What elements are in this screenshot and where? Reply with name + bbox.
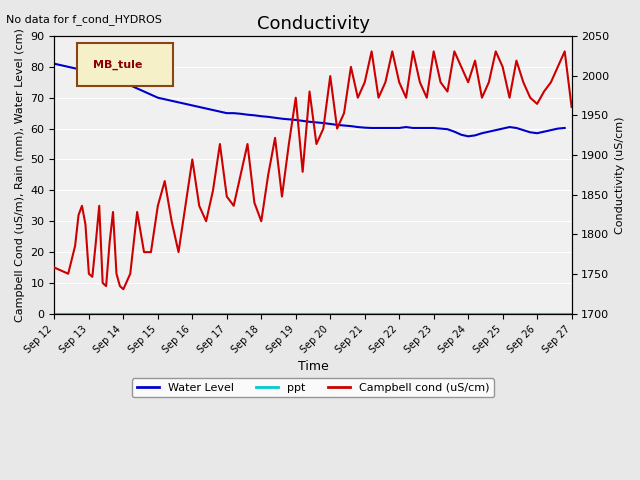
Title: Conductivity: Conductivity bbox=[257, 15, 369, 33]
Text: No data for f_cond_HYDROS: No data for f_cond_HYDROS bbox=[6, 14, 163, 25]
Text: MB_tule: MB_tule bbox=[93, 60, 142, 70]
Legend: Water Level, ppt, Campbell cond (uS/cm): Water Level, ppt, Campbell cond (uS/cm) bbox=[132, 378, 494, 397]
Y-axis label: Campbell Cond (uS/m), Rain (mm), Water Level (cm): Campbell Cond (uS/m), Rain (mm), Water L… bbox=[15, 28, 25, 322]
Y-axis label: Conductivity (uS/cm): Conductivity (uS/cm) bbox=[615, 116, 625, 234]
X-axis label: Time: Time bbox=[298, 360, 328, 373]
